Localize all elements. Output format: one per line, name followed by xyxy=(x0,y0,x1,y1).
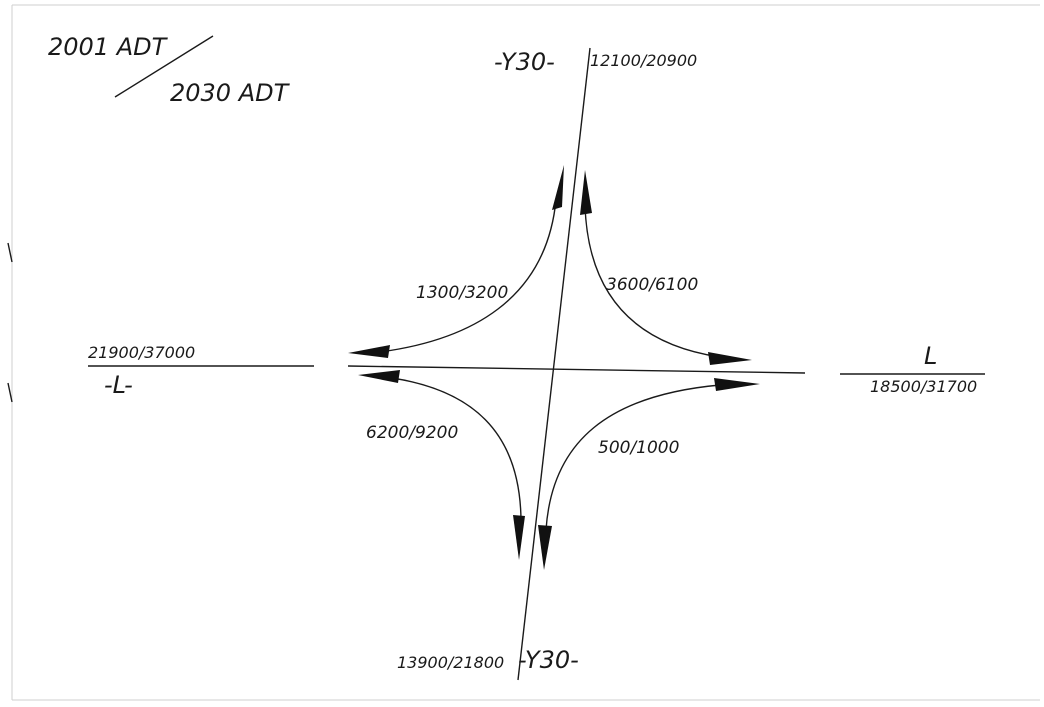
movement-se-arrow-down xyxy=(538,525,552,570)
y30-north-name: -Y30- xyxy=(494,48,555,76)
legend-bottom-label: 2030 ADT xyxy=(170,79,291,107)
page-tick-1 xyxy=(7,242,13,263)
l-west-name: -L- xyxy=(104,371,133,399)
movement-se-arrow-right xyxy=(714,378,760,391)
legend-top-label: 2001 ADT xyxy=(48,33,169,61)
l-east-name: L xyxy=(924,342,937,370)
movement-ne-arrow-right xyxy=(708,352,752,365)
movement-sw xyxy=(358,370,525,560)
movement-ne xyxy=(580,170,752,365)
page-tick-2 xyxy=(7,382,13,403)
movement-sw-arrow-left xyxy=(358,370,400,383)
movement-ne-label: 3600/6100 xyxy=(606,275,698,295)
movement-nw-arrow-left xyxy=(348,345,390,358)
y30-north-volume: 12100/20900 xyxy=(590,51,697,70)
movement-nw-label: 1300/3200 xyxy=(416,283,508,303)
movement-se xyxy=(538,378,760,570)
movement-sw-label: 6200/9200 xyxy=(366,423,458,443)
movement-se-curve xyxy=(545,384,721,531)
movement-ne-curve xyxy=(584,204,721,358)
movement-nw xyxy=(348,165,564,358)
movement-sw-curve xyxy=(391,377,522,521)
legend-divider xyxy=(114,35,214,98)
l-east-volume: 18500/31700 xyxy=(870,377,977,396)
y30-road-line xyxy=(517,47,591,681)
movement-nw-arrow-up xyxy=(552,165,564,210)
movement-ne-arrow-up xyxy=(580,170,592,215)
l-west-volume: 21900/37000 xyxy=(88,343,195,362)
l-road-center-line xyxy=(347,365,806,374)
movement-sw-arrow-down xyxy=(513,515,525,560)
y30-south-volume: 13900/21800 xyxy=(397,653,504,672)
y30-south-name: -Y30- xyxy=(518,646,579,674)
movement-se-label: 500/1000 xyxy=(598,438,679,458)
legend: 2001 ADT 2030 ADT xyxy=(48,33,291,107)
movement-nw-curve xyxy=(379,199,557,353)
